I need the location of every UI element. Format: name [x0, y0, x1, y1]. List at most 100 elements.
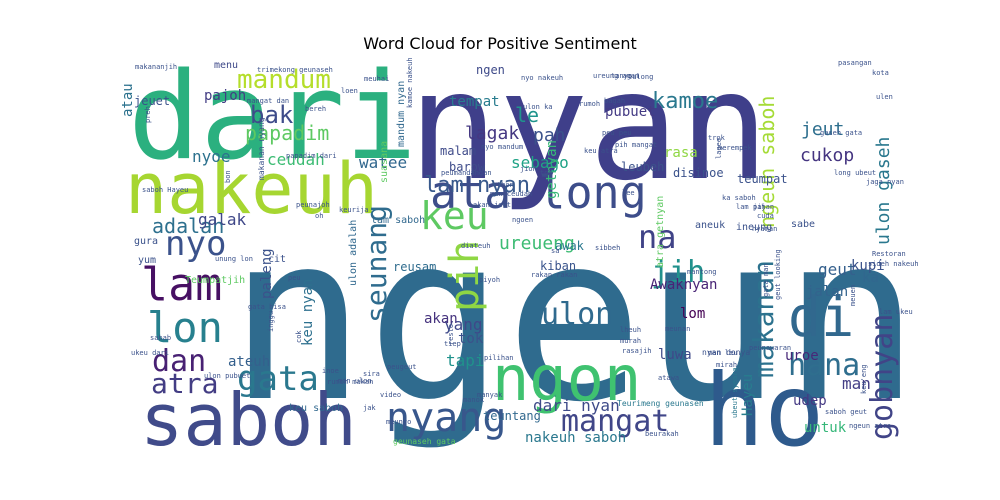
word-kota: kota: [872, 69, 889, 77]
word-ho: ho: [704, 352, 824, 469]
word-sibbeh: sibbeh: [595, 244, 620, 252]
word-kamoe-nakeuh: kamoe nakeuh: [406, 57, 414, 108]
word-manyak: manyak: [477, 391, 503, 399]
word-dari-nyan: dari nyan: [533, 396, 620, 415]
word-gaseh-gata: gaseh gata: [820, 129, 862, 137]
word-pajoh: pajoh: [204, 88, 246, 104]
word-teumpat: teumpat: [737, 172, 788, 186]
word-tempat: tempat: [449, 94, 500, 110]
word-preh: preh: [144, 106, 152, 123]
word-jih: jih: [651, 255, 705, 290]
word-makanan: makanan: [747, 260, 780, 378]
word-makananjih: makananjih: [135, 63, 177, 71]
word-awaknyan: Awaknyan: [650, 277, 717, 293]
word-lom: lom: [680, 306, 705, 322]
word-diateuh: diateuh: [461, 242, 491, 250]
word-cok: cok: [295, 330, 303, 343]
word-loen: loen: [341, 87, 358, 95]
word-tom: tom: [540, 169, 553, 177]
word-restoran: Restoran: [872, 250, 906, 258]
word-lam: lam: [141, 258, 222, 311]
word-trok: trok: [708, 134, 726, 142]
word-malam: malam: [440, 144, 476, 158]
word-geunaseh-gata: geunaseh gata: [393, 437, 456, 446]
word-mangat-dan: mangat dan: [247, 97, 289, 105]
word-peunawaran: peunawaran: [749, 344, 791, 352]
word-bak: bak: [250, 101, 294, 129]
word-peunajoh: peunajoh: [296, 201, 330, 209]
word-ngeun: ngeun: [228, 186, 920, 453]
word-unung-lon: unung lon: [215, 255, 253, 263]
word-mandum: mandum: [237, 65, 331, 95]
word-peu-peu: peu peu: [602, 129, 632, 137]
word-man-ceudah: man ceudah: [490, 190, 532, 198]
word-nyan-donya: nyan donya: [702, 348, 750, 357]
word-merempek: merempek: [718, 144, 753, 152]
word-ngen: ngen: [476, 63, 505, 77]
word-gobnyan: gobnyan: [865, 314, 900, 440]
word-rumoh: rumoh: [579, 100, 600, 108]
word-akan-jeut: akan jeut: [473, 201, 511, 209]
word-inggu: inggu: [267, 311, 275, 332]
word-lam-ukeu: lam ukeu: [879, 308, 913, 316]
word-nyo-nakeuh: nyo nakeuh: [521, 74, 563, 82]
word-ulon-adalah: ulon adalah: [348, 220, 359, 286]
word-papadim-dari: papadim dari: [286, 152, 337, 160]
word-tiep: tiep: [444, 340, 461, 348]
word-gata: gata: [237, 359, 319, 399]
word-atra-getnyan: atra getnyan: [655, 196, 666, 268]
word-ulon-gaseh: ulon gaseh: [873, 137, 894, 245]
word-teumpatjih: Teumpatjih: [185, 275, 245, 286]
word-sa: sa: [551, 247, 559, 255]
word-atra: atra: [151, 367, 218, 400]
word-sebago: sebago: [511, 153, 569, 172]
word-atau: atau: [120, 83, 136, 117]
word-inoe: inoe: [322, 367, 339, 375]
word-le: le: [515, 103, 539, 127]
word-lee: lee: [622, 189, 635, 197]
word-kamoe: kamoe: [652, 89, 718, 114]
word-tapi: tapi: [446, 351, 485, 370]
word-beurakah: beurakah: [645, 430, 679, 438]
word-lagak: lagak: [465, 123, 519, 144]
word-peu: peu: [288, 274, 301, 282]
word-tok: tok: [458, 331, 484, 347]
word-hayeu: Hayeu: [740, 374, 756, 416]
word-jak: jak: [363, 404, 376, 412]
word-ngeun-saboh: ngeun saboh: [755, 96, 779, 228]
word-ka: ka: [862, 270, 879, 286]
word-rakan-rakan: rakan rakan: [531, 271, 577, 279]
word-jeuet: jeuet: [134, 94, 170, 108]
word-meunyo: meunyo: [386, 418, 411, 426]
word-adalah: adalah: [152, 214, 224, 238]
word-peumandangan: peumandangan: [441, 169, 492, 177]
word-meuen: meuen: [849, 285, 857, 306]
word-untuk: untuk: [804, 420, 847, 436]
word-akan: akan: [424, 311, 458, 327]
word-ulen: ulen: [876, 93, 893, 101]
word-sira: sira: [363, 370, 380, 378]
word-jioh: jioh: [520, 165, 537, 173]
word-udep: udep: [793, 393, 827, 409]
word-video: video: [380, 391, 401, 399]
word-aneuk: aneuk: [695, 220, 725, 231]
word-di: di: [788, 285, 854, 349]
word-mantong: mantong: [687, 268, 717, 276]
word-geut-looking: geut looking: [774, 249, 782, 300]
word-meunan: meunan: [665, 325, 690, 333]
word-kiban: kiban: [540, 259, 576, 273]
word-gata-man: gata man: [762, 263, 770, 297]
word-disinoe: disinoe: [673, 166, 724, 180]
word-lam-saboh: lam saboh: [371, 215, 425, 226]
word-nyo: nyo: [165, 224, 226, 264]
word-lheuh: lheuh: [620, 326, 641, 334]
word-ceudah: ceudah: [267, 150, 325, 169]
word-sideh-nakeuh: sideh nakeuh: [868, 260, 919, 268]
word-nyoe: nyoe: [192, 147, 231, 166]
chart-title: Word Cloud for Positive Sentiment: [363, 34, 637, 53]
word-pubuet: pubuet: [605, 104, 656, 120]
word-watee: watee: [359, 153, 407, 172]
word-keu: keu: [420, 194, 489, 238]
